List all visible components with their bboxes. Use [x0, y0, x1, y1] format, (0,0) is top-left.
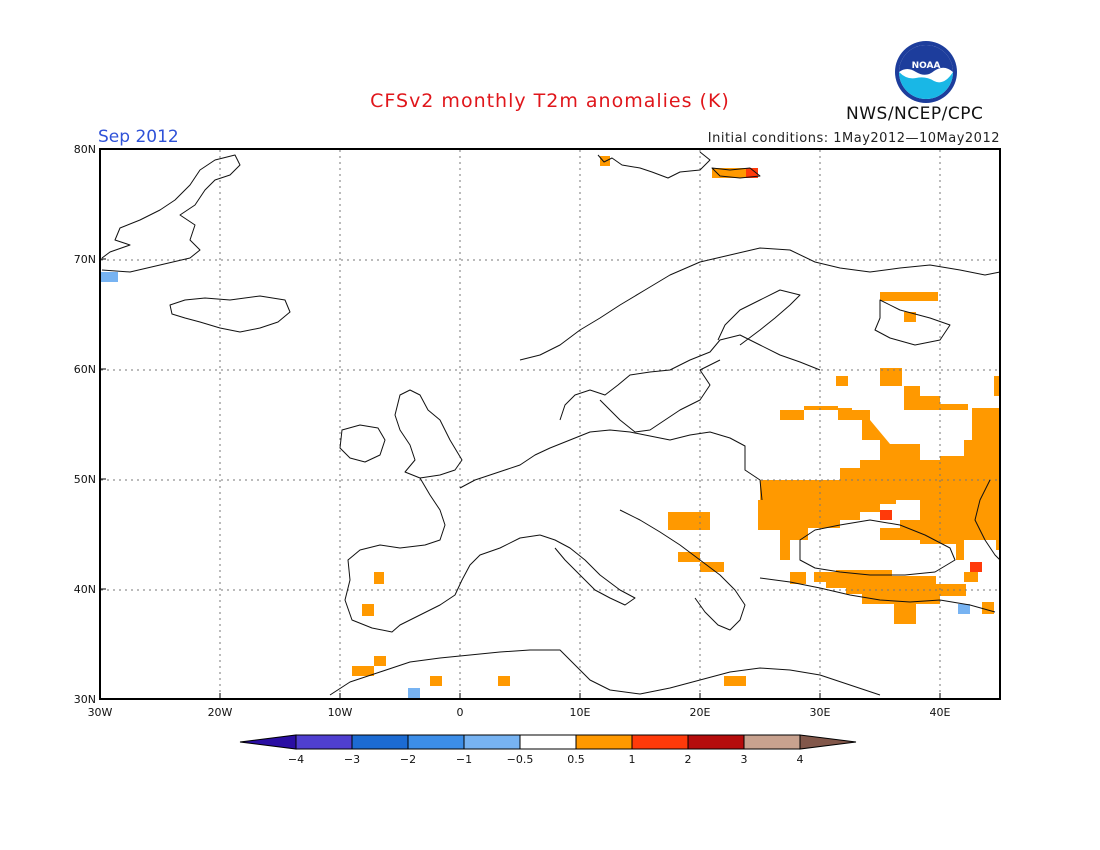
map-frame [99, 148, 1001, 700]
noaa-logo: NOAA [894, 40, 958, 104]
initial-conditions: Initial conditions: 1May2012—10May2012 [707, 131, 1000, 146]
colorbar-swatch [407, 734, 465, 750]
lon-label: 30W [88, 706, 113, 719]
colorbar-label: −3 [344, 753, 360, 766]
colorbar-label: −0.5 [507, 753, 534, 766]
colorbar-label: 0.5 [567, 753, 585, 766]
colorbar-label: 1 [629, 753, 636, 766]
lat-label: 60N [74, 363, 96, 376]
colorbar-label: 3 [741, 753, 748, 766]
forecast-month: Sep 2012 [98, 127, 179, 147]
colorbar-swatch [351, 734, 409, 750]
noaa-logo-text: NOAA [912, 61, 941, 71]
longitude-labels: 30W 20W 10W 0 10E 20E 30E 40E [88, 706, 951, 719]
colorbar-label: 2 [685, 753, 692, 766]
colorbar: −4 −3 −2 −1 −0.5 0.5 1 2 3 4 [239, 734, 857, 766]
lon-label: 10W [328, 706, 353, 719]
lon-label: 40E [930, 706, 951, 719]
axis-ticks [99, 148, 941, 700]
latitude-labels: 30N 40N 50N 60N 70N 80N [74, 143, 96, 706]
colorbar-swatch [295, 734, 353, 750]
colorbar-swatch [575, 734, 633, 750]
lat-label: 30N [74, 693, 96, 706]
colorbar-label: 4 [797, 753, 804, 766]
map-gridlines [101, 150, 1000, 699]
page-title: CFSv2 monthly T2m anomalies (K) [370, 90, 730, 112]
colorbar-label: −2 [400, 753, 416, 766]
colorbar-swatch [631, 734, 689, 750]
colorbar-swatch [687, 734, 745, 750]
anomaly-cells [100, 156, 1000, 698]
lat-label: 40N [74, 583, 96, 596]
colorbar-label: −4 [288, 753, 304, 766]
lon-label: 10E [570, 706, 591, 719]
lat-label: 50N [74, 473, 96, 486]
lat-label: 80N [74, 143, 96, 156]
lat-label: 70N [74, 253, 96, 266]
lon-label: 30E [810, 706, 831, 719]
lon-label: 0 [457, 706, 464, 719]
colorbar-min-arrow [239, 734, 297, 750]
lon-label: 20W [208, 706, 233, 719]
coastlines [101, 151, 1001, 696]
organization-label: NWS/NCEP/CPC [846, 104, 984, 124]
colorbar-max-arrow [799, 734, 857, 750]
colorbar-label: −1 [456, 753, 472, 766]
colorbar-swatch [519, 734, 577, 750]
colorbar-swatch [743, 734, 801, 750]
colorbar-swatch [463, 734, 521, 750]
lon-label: 20E [690, 706, 711, 719]
